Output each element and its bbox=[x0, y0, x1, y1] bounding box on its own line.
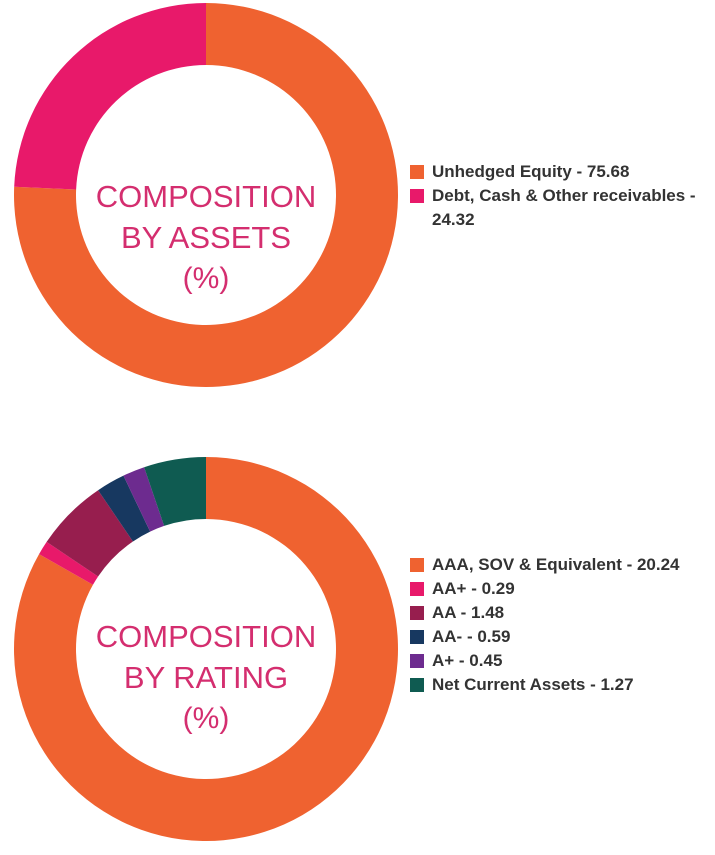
slice-aaa-sov-equivalent bbox=[14, 457, 398, 841]
legend-item-aa: AA - 1.48 bbox=[410, 601, 710, 625]
legend-swatch bbox=[410, 654, 424, 668]
slice-net-current-assets bbox=[144, 457, 206, 526]
assets-center-line-3: (%) bbox=[182, 262, 230, 295]
legend-swatch bbox=[410, 606, 424, 620]
legend-label: AAA, SOV & Equivalent - 20.24 bbox=[432, 555, 680, 574]
legend-item-aaa-sov: AAA, SOV & Equivalent - 20.24 bbox=[410, 553, 710, 577]
rating-legend: AAA, SOV & Equivalent - 20.24 AA+ - 0.29… bbox=[410, 553, 710, 697]
rating-center-line-1: COMPOSITION bbox=[95, 619, 317, 654]
rating-center-line-2: BY RATING bbox=[123, 660, 289, 695]
slice-unhedged-equity bbox=[14, 3, 398, 387]
legend-swatch bbox=[410, 582, 424, 596]
legend-label: A+ - 0.45 bbox=[432, 651, 503, 670]
legend-label: AA- - 0.59 bbox=[432, 627, 511, 646]
assets-donut bbox=[14, 3, 398, 387]
slice-debt-cash-other-receivables bbox=[14, 3, 207, 190]
rating-center-line-3: (%) bbox=[182, 702, 230, 735]
legend-item-aa-plus: AA+ - 0.29 bbox=[410, 577, 710, 601]
legend-label: AA - 1.48 bbox=[432, 603, 505, 622]
slice-aa bbox=[46, 490, 133, 577]
legend-label: AA+ - 0.29 bbox=[432, 579, 515, 598]
legend-item-a-plus: A+ - 0.45 bbox=[410, 649, 710, 673]
legend-item-net-current-assets: Net Current Assets - 1.27 bbox=[410, 673, 710, 697]
legend-label: Net Current Assets - 1.27 bbox=[432, 675, 634, 694]
rating-center-label: COMPOSITION BY RATING (%) bbox=[76, 616, 336, 739]
legend-label: Debt, Cash & Other receivables - 24.32 bbox=[432, 186, 696, 229]
legend-swatch bbox=[410, 558, 424, 572]
assets-legend: Unhedged Equity - 75.68 Debt, Cash & Oth… bbox=[410, 160, 710, 232]
legend-swatch bbox=[410, 165, 424, 179]
legend-item-unhedged-equity: Unhedged Equity - 75.68 bbox=[410, 160, 710, 184]
slice-aa bbox=[39, 541, 99, 585]
composition-by-assets-chart: COMPOSITION BY ASSETS (%) Unhedged Equit… bbox=[0, 0, 715, 400]
slice-a bbox=[123, 467, 165, 532]
composition-by-rating-chart: COMPOSITION BY RATING (%) AAA, SOV & Equ… bbox=[0, 440, 715, 855]
slice-aa bbox=[98, 475, 151, 542]
legend-swatch bbox=[410, 189, 424, 203]
assets-center-line-2: BY ASSETS bbox=[120, 220, 291, 255]
rating-donut bbox=[14, 457, 398, 841]
legend-label: Unhedged Equity - 75.68 bbox=[432, 162, 630, 181]
assets-center-line-1: COMPOSITION bbox=[95, 179, 317, 214]
legend-item-aa-minus: AA- - 0.59 bbox=[410, 625, 710, 649]
assets-center-label: COMPOSITION BY ASSETS (%) bbox=[76, 176, 336, 299]
legend-swatch bbox=[410, 678, 424, 692]
legend-swatch bbox=[410, 630, 424, 644]
legend-item-debt-cash: Debt, Cash & Other receivables - 24.32 bbox=[410, 184, 710, 232]
